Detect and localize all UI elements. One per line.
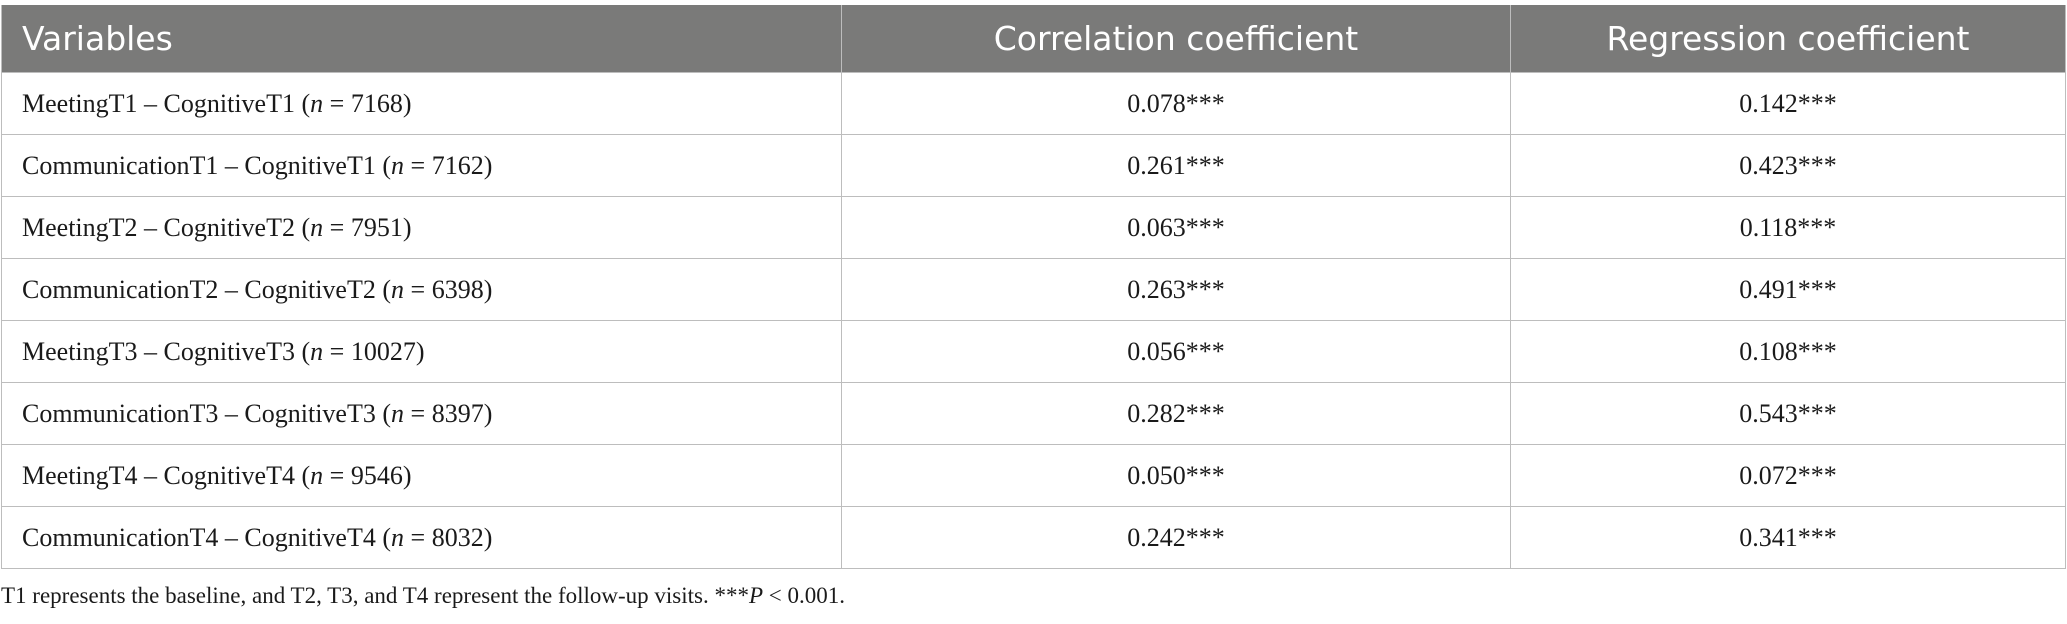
variables-cell: CommunicationT2 – CognitiveT2 (n = 6398)	[1, 258, 842, 321]
table-row: MeetingT2 – CognitiveT2 (n = 7951) 0.063*…	[1, 196, 2066, 259]
header-correlation: Correlation coefficient	[841, 5, 1511, 73]
footnote-text: T1 represents the baseline, and T2, T3, …	[1, 583, 749, 608]
results-table: Variables Correlation coefficient Regres…	[1, 5, 2066, 569]
variable-pair: MeetingT3 – CognitiveT3	[22, 336, 295, 366]
sample-size: 7162	[431, 150, 484, 180]
regression-cell: 0.118***	[1510, 196, 2066, 259]
variables-cell: MeetingT1 – CognitiveT1 (n = 7168)	[1, 72, 842, 135]
regression-cell: 0.423***	[1510, 134, 2066, 197]
variables-cell: MeetingT2 – CognitiveT2 (n = 7951)	[1, 196, 842, 259]
sample-size: 8032	[431, 522, 484, 552]
sample-size: 10027	[350, 336, 416, 366]
footnote-p-symbol: P	[748, 583, 764, 608]
results-table-container: Variables Correlation coefficient Regres…	[1, 5, 2066, 569]
footnote-p-threshold: < 0.001.	[763, 583, 846, 608]
variable-pair: CommunicationT2 – CognitiveT2	[22, 274, 376, 304]
table-row: MeetingT3 – CognitiveT3 (n = 10027) 0.056…	[1, 320, 2066, 383]
table-body: MeetingT1 – CognitiveT1 (n = 7168) 0.078*…	[1, 72, 2066, 569]
table-row: CommunicationT1 – CognitiveT1 (n = 7162)…	[1, 134, 2066, 197]
regression-cell: 0.108***	[1510, 320, 2066, 383]
variables-cell: CommunicationT4 – CognitiveT4 (n = 8032)	[1, 506, 842, 569]
variable-pair: CommunicationT3 – CognitiveT3	[22, 398, 376, 428]
correlation-cell: 0.263***	[841, 258, 1511, 321]
variable-pair: MeetingT4 – CognitiveT4	[22, 460, 295, 490]
n-symbol: n	[391, 274, 405, 304]
n-symbol: n	[310, 212, 324, 242]
header-row: Variables Correlation coefficient Regres…	[1, 5, 2066, 73]
correlation-cell: 0.063***	[841, 196, 1511, 259]
n-symbol: n	[310, 336, 324, 366]
correlation-cell: 0.078***	[841, 72, 1511, 135]
correlation-cell: 0.242***	[841, 506, 1511, 569]
regression-cell: 0.491***	[1510, 258, 2066, 321]
correlation-cell: 0.282***	[841, 382, 1511, 445]
sample-size: 7168	[350, 88, 403, 118]
n-symbol: n	[310, 88, 324, 118]
variables-cell: MeetingT4 – CognitiveT4 (n = 9546)	[1, 444, 842, 507]
table-header: Variables Correlation coefficient Regres…	[1, 5, 2066, 73]
table-row: MeetingT4 – CognitiveT4 (n = 9546) 0.050*…	[1, 444, 2066, 507]
table-footnote: T1 represents the baseline, and T2, T3, …	[1, 583, 845, 609]
variable-pair: MeetingT2 – CognitiveT2	[22, 212, 295, 242]
regression-cell: 0.543***	[1510, 382, 2066, 445]
correlation-cell: 0.056***	[841, 320, 1511, 383]
regression-cell: 0.341***	[1510, 506, 2066, 569]
variable-pair: CommunicationT4 – CognitiveT4	[22, 522, 376, 552]
sample-size: 8397	[431, 398, 484, 428]
header-variables: Variables	[1, 5, 842, 73]
n-symbol: n	[391, 522, 405, 552]
table-row: CommunicationT2 – CognitiveT2 (n = 6398)…	[1, 258, 2066, 321]
variables-cell: CommunicationT1 – CognitiveT1 (n = 7162)	[1, 134, 842, 197]
header-regression: Regression coefficient	[1510, 5, 2066, 73]
regression-cell: 0.072***	[1510, 444, 2066, 507]
table-row: MeetingT1 – CognitiveT1 (n = 7168) 0.078*…	[1, 72, 2066, 135]
regression-cell: 0.142***	[1510, 72, 2066, 135]
sample-size: 6398	[431, 274, 484, 304]
variable-pair: CommunicationT1 – CognitiveT1	[22, 150, 376, 180]
variables-cell: MeetingT3 – CognitiveT3 (n = 10027)	[1, 320, 842, 383]
n-symbol: n	[391, 398, 405, 428]
table-row: CommunicationT3 – CognitiveT3 (n = 8397)…	[1, 382, 2066, 445]
correlation-cell: 0.261***	[841, 134, 1511, 197]
variable-pair: MeetingT1 – CognitiveT1	[22, 88, 295, 118]
n-symbol: n	[391, 150, 405, 180]
sample-size: 9546	[350, 460, 403, 490]
n-symbol: n	[310, 460, 324, 490]
variables-cell: CommunicationT3 – CognitiveT3 (n = 8397)	[1, 382, 842, 445]
sample-size: 7951	[350, 212, 403, 242]
correlation-cell: 0.050***	[841, 444, 1511, 507]
table-row: CommunicationT4 – CognitiveT4 (n = 8032)…	[1, 506, 2066, 569]
